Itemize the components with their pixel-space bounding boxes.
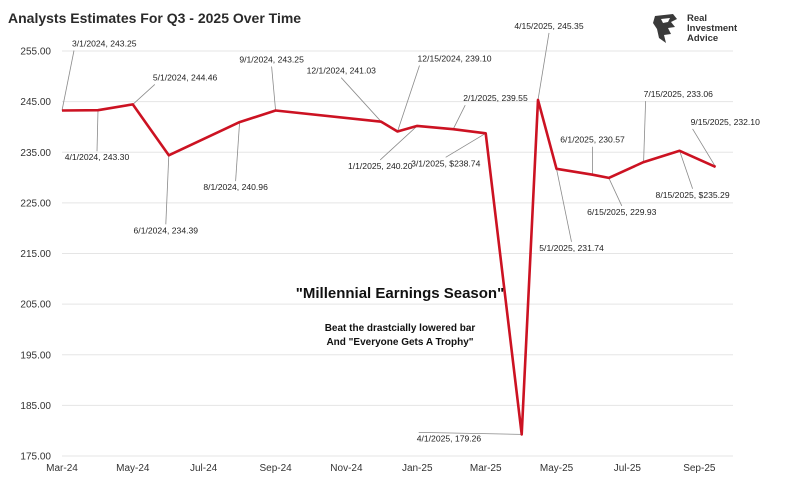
annotation-leader [643, 101, 646, 163]
x-tick-label: Sep-25 [683, 463, 716, 474]
brand-logo: Real Investment Advice [651, 13, 761, 47]
x-tick-label: Mar-25 [470, 463, 502, 474]
data-label: 9/1/2024, 243.25 [239, 54, 304, 64]
logo-text: Real Investment Advice [687, 14, 737, 44]
data-label: 6/1/2024, 234.39 [134, 225, 199, 235]
chart-subtext: Beat the drastcially lowered bar And "Ev… [250, 322, 550, 350]
data-label: 12/15/2024, 239.10 [418, 53, 492, 63]
logo-line-1: Real [687, 13, 708, 24]
annotation-leader [692, 128, 716, 168]
data-label: 12/1/2024, 241.03 [307, 66, 377, 76]
annotation-leader [452, 105, 466, 130]
y-tick-label: 235.00 [20, 148, 51, 159]
data-label: 1/1/2025, 240.20 [348, 161, 413, 171]
annotation-leader [397, 65, 420, 132]
y-tick-label: 175.00 [20, 452, 51, 463]
x-tick-label: Jan-25 [402, 463, 433, 474]
annotation-leader [271, 66, 276, 111]
subtext-line-2: And "Everyone Gets A Trophy" [326, 337, 474, 348]
subtext-line-1: Beat the drastcially lowered bar [324, 323, 476, 334]
series-line [61, 98, 717, 436]
annotation-leader [679, 150, 693, 189]
data-label: 9/15/2025, 232.10 [691, 117, 761, 127]
annotation-leader [445, 132, 486, 158]
annotation-leader [96, 110, 99, 152]
y-tick-label: 215.00 [20, 249, 51, 260]
logo-line-2: Investment [687, 23, 738, 34]
x-tick-label: May-25 [540, 463, 574, 474]
x-tick-label: Nov-24 [330, 463, 363, 474]
data-label: 7/15/2025, 233.06 [644, 89, 714, 99]
chart-title: Analysts Estimates For Q3 - 2025 Over Ti… [8, 10, 302, 26]
x-tick-label: May-24 [116, 463, 150, 474]
eagle-logo-icon [653, 14, 677, 43]
x-tick-label: Sep-24 [259, 463, 292, 474]
annotation-leader [61, 50, 75, 111]
data-label: 4/1/2024, 243.30 [65, 152, 130, 162]
annotation-leader [340, 77, 382, 122]
data-label: 6/15/2025, 229.93 [587, 207, 657, 217]
annotation-leader [608, 177, 623, 207]
annotation-leader [379, 125, 418, 161]
data-label: 8/15/2025, $235.29 [656, 190, 730, 200]
x-tick-label: Mar-24 [46, 463, 78, 474]
data-label: 8/1/2024, 240.96 [203, 182, 268, 192]
data-label: 4/1/2025, 179.26 [417, 433, 482, 443]
annotation-leader [556, 168, 572, 242]
data-label: 5/1/2024, 244.46 [153, 72, 218, 82]
gridlines [62, 50, 733, 457]
annotation-leader [165, 155, 170, 225]
chart-headline: "Millennial Earnings Season" [295, 285, 505, 302]
annotation-leader [537, 32, 550, 100]
y-tick-label: 195.00 [20, 350, 51, 361]
data-label: 2/1/2025, 239.55 [463, 93, 528, 103]
annotation-leader [418, 432, 522, 435]
data-label: 3/1/2024, 243.25 [72, 38, 137, 48]
y-tick-label: 205.00 [20, 300, 51, 311]
logo-line-3: Advice [687, 33, 719, 44]
data-labels: 3/1/2024, 243.25 4/1/2024, 243.30 5/1/2024… [65, 21, 760, 444]
y-tick-label: 245.00 [20, 97, 51, 108]
x-axis: Mar-24 May-24 Jul-24 Sep-24 Nov-24 Jan-25 Mar-… [46, 463, 716, 474]
series-line-path [61, 98, 717, 436]
y-axis: 175.00 185.00 195.00 205.00 215.00 225.00 235.… [20, 47, 51, 463]
x-tick-label: Jul-25 [614, 463, 642, 474]
x-tick-label: Jul-24 [190, 463, 218, 474]
data-label: 4/15/2025, 245.35 [514, 21, 584, 31]
data-label: 5/1/2025, 231.74 [539, 243, 604, 253]
data-label: 3/1/2025, $238.74 [411, 158, 481, 168]
y-tick-label: 255.00 [20, 47, 51, 58]
annotation-leader [235, 122, 240, 182]
y-tick-label: 185.00 [20, 401, 51, 412]
annotation-leaders [61, 32, 716, 435]
y-tick-label: 225.00 [20, 198, 51, 209]
data-label: 6/1/2025, 230.57 [560, 135, 625, 145]
annotation-leader [132, 84, 156, 105]
